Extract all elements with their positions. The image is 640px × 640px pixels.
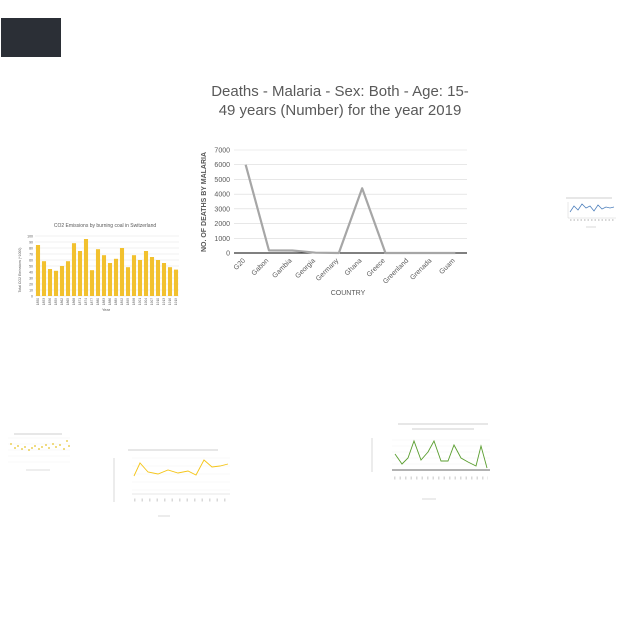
main-chart-title: Deaths - Malaria - Sex: Both - Age: 15-4… — [211, 83, 469, 119]
co2-chart-x-tick-label: 1856 — [48, 298, 52, 305]
co2-chart-x-tick-label: 1853 — [42, 298, 46, 305]
main-chart-x-tick-label: Grenada — [409, 257, 433, 281]
main-chart-x-tick-label: Guam — [438, 257, 457, 276]
main-chart-x-tick-label: G20 — [233, 257, 247, 271]
co2-chart-y-tick-label: 10 — [29, 288, 33, 292]
co2-chart-bar — [107, 263, 113, 296]
co2-chart-x-tick-label: 1916 — [168, 298, 172, 305]
co2-chart-bar — [83, 239, 89, 296]
co2-chart-x-tick-label: 1877 — [90, 298, 94, 305]
co2-chart-x-tick-label: 1850 — [36, 298, 40, 305]
co2-chart-bar — [125, 267, 131, 296]
co2-chart-bar — [155, 260, 161, 296]
co2-chart-x-tick-label: 1913 — [162, 298, 166, 305]
main-chart-y-tick-label: 1000 — [214, 236, 230, 243]
main-chart-x-tick-label: Georgia — [294, 257, 317, 280]
co2-chart-bar — [35, 245, 41, 296]
co2-chart-x-tick-label: 1868 — [72, 298, 76, 305]
co2-chart-x-tick-label: 1874 — [84, 298, 88, 305]
green-line-chart-thumbnail — [371, 423, 490, 500]
co2-chart-bar — [59, 266, 65, 296]
main-chart-y-tick-label: 0 — [226, 251, 230, 258]
co2-chart-x-tick-label: 1895 — [126, 298, 130, 305]
co2-chart-bar — [47, 269, 53, 296]
main-chart-y-tick-label: 4000 — [214, 192, 230, 199]
main-chart-y-ticks: 0 1000 2000 3000 4000 5000 6000 7000 — [214, 148, 230, 258]
co2-chart-y-tick-label: 80 — [29, 246, 33, 250]
co2-chart-y-tick-label: 20 — [29, 282, 33, 286]
main-chart-series — [244, 164, 456, 255]
co2-chart-bar — [101, 255, 107, 296]
co2-chart-x-axis-label: Year — [102, 307, 111, 312]
main-chart-y-axis-label: NO. OF DEATHS BY MALARIA — [201, 152, 208, 252]
co2-chart-bar — [149, 257, 155, 296]
main-chart-x-tick-label: Germany — [315, 257, 341, 283]
co2-chart-bars — [35, 239, 179, 296]
co2-chart-bar — [41, 261, 47, 296]
main-chart-series-line — [244, 164, 456, 255]
main-chart-y-tick-label: 2000 — [214, 221, 230, 228]
co2-chart-y-tick-label: 90 — [29, 240, 33, 244]
co2-chart-bar — [131, 255, 137, 296]
co2-chart-bar — [119, 248, 125, 296]
co2-chart-x-tick-label: 1910 — [156, 298, 160, 305]
co2-chart-y-tick-label: 40 — [29, 270, 33, 274]
main-chart-x-tick-label: Greenland — [382, 257, 410, 285]
co2-chart-y-axis-label: Total CO2 Emissions (*1000) — [18, 248, 22, 293]
co2-chart-y-tick-label: 0 — [31, 294, 33, 298]
co2-chart-y-tick-label: 50 — [29, 264, 33, 268]
main-chart-y-tick-label: 5000 — [214, 177, 230, 184]
main-chart-x-tick-label: Greece — [366, 257, 387, 278]
main-chart-y-tick-label: 6000 — [214, 162, 230, 169]
co2-chart-gridlines — [35, 235, 179, 297]
main-chart-y-tick-label: 7000 — [214, 148, 230, 155]
co2-chart-x-tick-label: 1892 — [120, 298, 124, 305]
yellow-scatter-thumbnail — [8, 433, 70, 471]
co2-chart-bar — [143, 251, 149, 296]
co2-chart-y-tick-label: 60 — [29, 258, 33, 262]
yellow-line-chart-thumbnail — [113, 449, 230, 517]
co2-chart-bar — [65, 261, 71, 296]
co2-chart-bar — [89, 270, 95, 296]
main-chart-x-tick-label: Gambia — [271, 257, 293, 279]
co2-chart-title: CO2 Emissions by burning coal in Switzer… — [54, 223, 156, 229]
co2-chart-x-tick-label: 1904 — [144, 298, 148, 305]
co2-chart-x-tick-label: 1871 — [78, 298, 82, 305]
co2-chart-x-tick-label: 1880 — [96, 298, 100, 305]
co2-chart-x-tick-label: 1898 — [132, 298, 136, 305]
co2-chart-x-tick-label: 1889 — [114, 298, 118, 305]
co2-emissions-bar-chart: CO2 Emissions by burning coal in Switzer… — [18, 223, 179, 312]
co2-chart-x-tick-label: 1907 — [150, 298, 154, 305]
co2-chart-bar — [53, 270, 59, 296]
co2-chart-bar — [71, 243, 77, 296]
co2-chart-bar — [137, 260, 143, 296]
co2-chart-bar — [161, 263, 167, 296]
dark-chart-thumbnail — [1, 18, 61, 57]
main-chart-x-axis-label: COUNTRY — [331, 290, 366, 297]
co2-chart-x-tick-label: 1901 — [138, 298, 142, 305]
co2-chart-x-tick-label: 1862 — [60, 298, 64, 305]
co2-chart-y-ticks: 0 10 20 30 40 50 60 70 80 90 100 — [27, 234, 33, 298]
co2-chart-y-tick-label: 30 — [29, 276, 33, 280]
malaria-deaths-line-chart: 0 1000 2000 3000 4000 5000 6000 7000 G20 Gabon Ga… — [201, 148, 467, 297]
blue-line-chart-thumbnail — [566, 197, 616, 228]
co2-chart-y-tick-label: 70 — [29, 252, 33, 256]
co2-chart-bar — [77, 251, 83, 296]
main-chart-y-tick-label: 3000 — [214, 206, 230, 213]
co2-chart-x-tick-label: 1859 — [54, 298, 58, 305]
co2-chart-y-tick-label: 100 — [27, 234, 33, 238]
main-chart-x-tick-label: Gabon — [251, 257, 271, 277]
co2-chart-x-tick-label: 1883 — [102, 298, 106, 305]
co2-chart-bar — [113, 258, 119, 296]
main-chart-gridlines — [234, 149, 467, 254]
co2-chart-x-tick-label: 1886 — [108, 298, 112, 305]
co2-chart-x-ticks: 1850 1853 1856 1859 1862 1865 1868 1871 1874 1877… — [36, 298, 178, 305]
co2-chart-bar — [95, 249, 101, 296]
co2-chart-bar — [173, 269, 179, 296]
co2-chart-x-tick-label: 1919 — [174, 298, 178, 305]
main-chart-x-tick-label: Ghana — [344, 257, 364, 277]
co2-chart-bar — [167, 267, 173, 296]
co2-chart-x-tick-label: 1865 — [66, 298, 70, 305]
